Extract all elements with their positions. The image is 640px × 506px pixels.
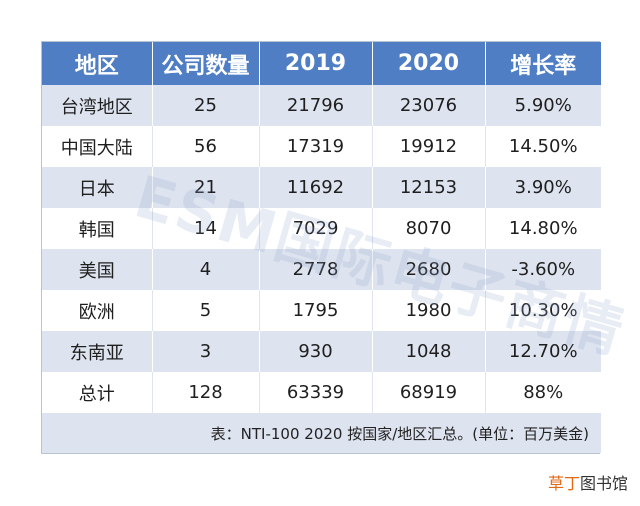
cell-2020: 1048 [372, 331, 486, 372]
cell-2019: 21796 [259, 85, 373, 126]
cell-2019: 63339 [259, 372, 373, 413]
cell-growth-rate: 14.80% [485, 208, 601, 249]
table-row: 台湾地区 25 21796 23076 5.90% [42, 85, 601, 126]
cell-2019: 17319 [259, 126, 373, 167]
cell-2019: 11692 [259, 167, 373, 208]
header-company-count: 公司数量 [152, 42, 260, 85]
cell-region: 韩国 [42, 208, 153, 249]
cell-region: 欧洲 [42, 290, 153, 331]
cell-2020: 12153 [372, 167, 486, 208]
table-row: 东南亚 3 930 1048 12.70% [42, 331, 601, 372]
cell-growth-rate: 3.90% [485, 167, 601, 208]
cell-growth-rate: 12.70% [485, 331, 601, 372]
table-row: 美国 4 2778 2680 -3.60% [42, 249, 601, 290]
cell-company-count: 128 [152, 372, 260, 413]
cell-region: 美国 [42, 249, 153, 290]
cell-2020: 23076 [372, 85, 486, 126]
cell-2019: 930 [259, 331, 373, 372]
cell-growth-rate: 5.90% [485, 85, 601, 126]
table-row: 日本 21 11692 12153 3.90% [42, 167, 601, 208]
table-row: 中国大陆 56 17319 19912 14.50% [42, 126, 601, 167]
cell-company-count: 14 [152, 208, 260, 249]
cell-company-count: 3 [152, 331, 260, 372]
cell-2019: 7029 [259, 208, 373, 249]
data-table-container: 地区 公司数量 2019 2020 增长率 台湾地区 25 21796 2307… [41, 41, 601, 454]
cell-growth-rate: 10.30% [485, 290, 601, 331]
cell-company-count: 56 [152, 126, 260, 167]
site-brand-accent: 草丁 [547, 474, 580, 493]
cell-company-count: 5 [152, 290, 260, 331]
cell-2020: 19912 [372, 126, 486, 167]
site-brand: 草丁图书馆 [548, 470, 628, 494]
cell-2019: 2778 [259, 249, 373, 290]
table-row: 欧洲 5 1795 1980 10.30% [42, 290, 601, 331]
cell-2020: 2680 [372, 249, 486, 290]
cell-growth-rate: 14.50% [485, 126, 601, 167]
header-region: 地区 [42, 42, 153, 85]
table-row-total: 总计 128 63339 68919 88% [42, 372, 601, 413]
cell-growth-rate: -3.60% [485, 249, 601, 290]
table-row: 韩国 14 7029 8070 14.80% [42, 208, 601, 249]
cell-2020: 1980 [372, 290, 486, 331]
cell-2020: 8070 [372, 208, 486, 249]
header-2019: 2019 [259, 42, 373, 85]
cell-region: 东南亚 [42, 331, 153, 372]
table-caption: 表：NTI-100 2020 按国家/地区汇总。(单位：百万美金) [42, 413, 601, 453]
table-header-row: 地区 公司数量 2019 2020 增长率 [42, 42, 601, 85]
cell-2020: 68919 [372, 372, 486, 413]
cell-company-count: 4 [152, 249, 260, 290]
table-note-row: 表：NTI-100 2020 按国家/地区汇总。(单位：百万美金) [42, 413, 601, 453]
header-2020: 2020 [372, 42, 486, 85]
cell-2019: 1795 [259, 290, 373, 331]
cell-company-count: 25 [152, 85, 260, 126]
cell-company-count: 21 [152, 167, 260, 208]
cell-region: 总计 [42, 372, 153, 413]
cell-growth-rate: 88% [485, 372, 601, 413]
cell-region: 中国大陆 [42, 126, 153, 167]
cell-region: 台湾地区 [42, 85, 153, 126]
header-growth-rate: 增长率 [485, 42, 601, 85]
site-brand-rest: 图书馆 [579, 474, 628, 493]
cell-region: 日本 [42, 167, 153, 208]
data-table: 地区 公司数量 2019 2020 增长率 台湾地区 25 21796 2307… [42, 42, 601, 453]
